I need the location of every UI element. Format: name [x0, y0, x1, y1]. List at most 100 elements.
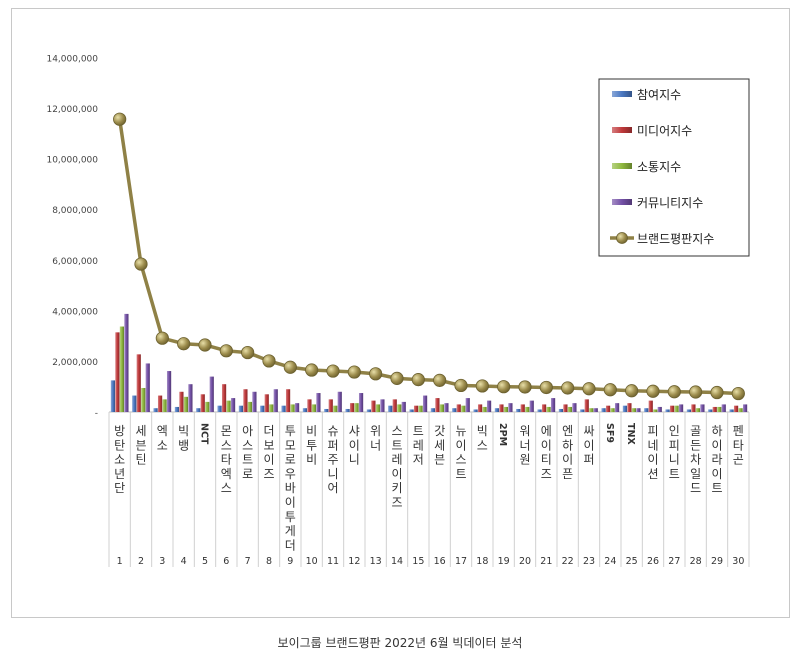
bar-미디어지수	[669, 405, 675, 412]
point-브랜드평판지수	[710, 385, 724, 400]
bar-소통지수	[247, 401, 253, 412]
category-label-char: 모	[285, 438, 296, 452]
category-label-char: 게	[285, 524, 296, 538]
category-label-char: 보	[263, 438, 274, 452]
bar-참여지수	[558, 408, 564, 412]
category-label-char: 피	[669, 438, 680, 452]
category-label-char: 라	[711, 453, 722, 467]
bar-커뮤니티지수	[124, 313, 129, 412]
bar-참여지수	[644, 408, 649, 412]
bar-커뮤니티지수	[209, 376, 214, 412]
bar-참여지수	[281, 405, 286, 412]
bar-커뮤니티지수	[188, 384, 193, 412]
rank-label: 9	[287, 556, 293, 567]
category-label-char: 레	[413, 438, 424, 452]
category-label-char: 레	[391, 453, 402, 467]
bar-커뮤니티지수	[380, 399, 385, 412]
rank-label: 25	[626, 556, 638, 567]
rank-label: 2	[138, 556, 144, 567]
legend-entry: 커뮤니티지수	[637, 196, 703, 210]
y-tick-label: 12,000,000	[46, 105, 98, 115]
rank-label: 17	[455, 556, 467, 567]
bar-참여지수	[729, 409, 734, 412]
point-브랜드평판지수	[497, 380, 511, 394]
rank-label: 8	[266, 556, 272, 567]
category-label-char: 티	[541, 453, 552, 467]
category-label-char: 스	[221, 481, 232, 495]
rank-label: 29	[711, 556, 723, 567]
category-label-char: 몬	[221, 424, 232, 438]
legend-swatch	[612, 199, 632, 205]
rank-label: 23	[583, 556, 595, 567]
bar-소통지수	[333, 405, 338, 412]
y-tick-label: 2,000,000	[52, 358, 98, 368]
category-label-char: 뱅	[178, 438, 189, 452]
point-브랜드평판지수	[326, 364, 340, 378]
bar-미디어지수	[648, 400, 653, 412]
bar-미디어지수	[392, 399, 397, 412]
category-label-char: 드	[690, 481, 701, 495]
rank-label: 11	[327, 556, 339, 567]
category-label-char: 스	[221, 438, 232, 452]
point-브랜드평판지수	[241, 345, 255, 360]
bar-커뮤니티지수	[252, 391, 257, 412]
category-label-char: 이	[391, 467, 402, 481]
category-label-char: 븐	[434, 453, 445, 467]
category-label-char: 즈	[263, 467, 274, 481]
category-label: 2PM	[497, 423, 508, 446]
point-브랜드평판지수	[411, 373, 425, 387]
point-브랜드평판지수	[219, 344, 233, 358]
bar-소통지수	[205, 401, 210, 412]
rank-label: 19	[498, 556, 510, 567]
category-label-char: 아	[242, 424, 253, 438]
bar-소통지수	[375, 404, 381, 412]
bar-미디어지수	[136, 354, 141, 412]
legend-entry: 참여지수	[637, 88, 681, 102]
bar-소통지수	[418, 405, 423, 412]
rank-label: 21	[540, 556, 552, 567]
category-label-char: 투	[306, 438, 317, 452]
bar-커뮤니티지수	[294, 403, 300, 412]
bar-소통지수	[610, 408, 615, 412]
point-브랜드평판지수	[198, 338, 212, 352]
bar-소통지수	[354, 403, 359, 412]
rank-label: 26	[647, 556, 659, 567]
category-label-char: 트	[669, 467, 680, 481]
bar-미디어지수	[413, 405, 419, 412]
category-label-char: 이	[711, 467, 722, 481]
bar-미디어지수	[179, 391, 184, 412]
category-label-char: 니	[327, 467, 338, 481]
point-브랜드평판지수	[667, 385, 681, 399]
bar-미디어지수	[264, 394, 269, 412]
category-label-char: 타	[221, 453, 232, 467]
bar-미디어지수	[563, 404, 568, 412]
legend-entry: 미디어지수	[637, 124, 692, 138]
category-label-char: 위	[370, 424, 381, 438]
rank-label: 12	[348, 556, 360, 567]
category-label-char: 워	[519, 424, 530, 438]
category-label-char: 샤	[349, 424, 360, 438]
bar-커뮤니티지수	[316, 393, 321, 412]
bar-미디어지수	[371, 400, 376, 412]
legend-swatch-marker	[616, 232, 628, 244]
point-브랜드평판지수	[582, 382, 596, 396]
bar-커뮤니티지수	[657, 406, 662, 412]
category-label-char: 비	[306, 453, 317, 467]
category-label-char: 년	[114, 467, 125, 481]
bar-참여지수	[302, 408, 308, 412]
category-label-char: 스	[477, 438, 488, 452]
rank-label: 22	[562, 556, 574, 567]
category-label-char: 슈	[327, 424, 338, 438]
bar-소통지수	[439, 404, 445, 412]
y-tick-label: 10,000,000	[46, 156, 98, 166]
bar-참여지수	[366, 409, 372, 412]
bar-소통지수	[482, 406, 487, 412]
bar-참여지수	[708, 409, 713, 412]
bar-참여지수	[132, 395, 137, 412]
point-브랜드평판지수	[113, 112, 127, 126]
bar-커뮤니티지수	[444, 403, 449, 412]
